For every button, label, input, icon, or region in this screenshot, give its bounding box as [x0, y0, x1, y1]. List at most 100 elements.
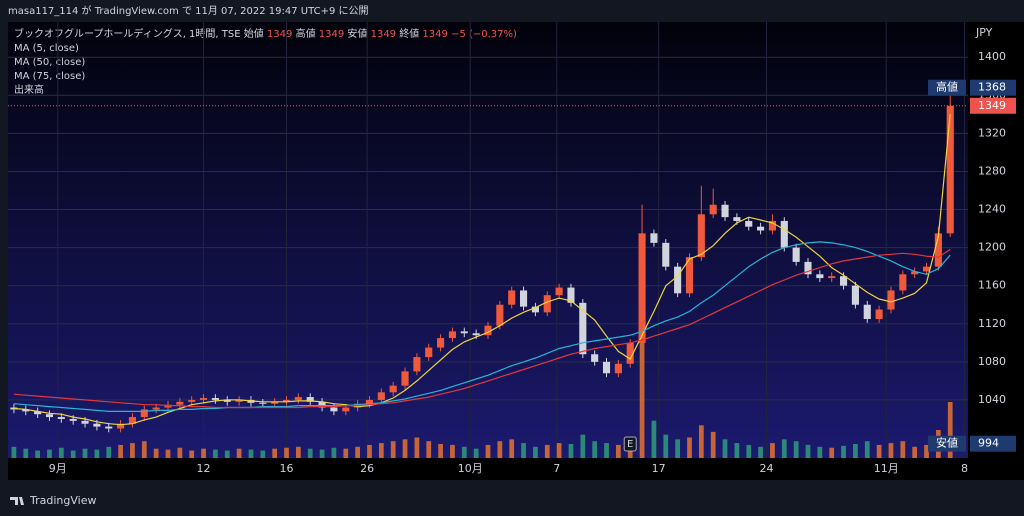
candle-body	[235, 399, 243, 402]
candle-body	[745, 220, 753, 227]
candle-body	[875, 309, 883, 320]
candle-body	[757, 226, 765, 231]
legend-item: 1349	[267, 29, 292, 40]
candle-body	[685, 257, 694, 294]
candle-body	[460, 331, 468, 334]
volume-bar	[509, 439, 515, 458]
volume-bar	[556, 443, 562, 458]
candle-body	[294, 397, 302, 400]
x-tick-label: 11月	[874, 462, 899, 475]
volume-bar	[687, 437, 692, 458]
legend-entry: MA (50, close)	[14, 57, 85, 68]
candle-body	[911, 271, 919, 275]
top-bar	[0, 0, 1024, 22]
candle-body	[780, 220, 788, 248]
volume-bar	[70, 450, 76, 458]
candle-body	[306, 397, 314, 402]
volume-bar	[604, 443, 609, 458]
candle-body	[626, 342, 634, 364]
ma-line	[13, 241, 951, 412]
legend-item: −5 (−0.37%)	[451, 29, 517, 40]
volume-bar	[378, 443, 384, 458]
volume-bar	[141, 441, 147, 458]
candle-body	[733, 217, 741, 221]
candle-body	[45, 414, 54, 418]
volume-bar	[11, 446, 17, 458]
legend-item: 1349	[371, 29, 396, 40]
volume-bar	[485, 444, 491, 458]
volume-bar	[473, 448, 479, 458]
legend-entry: MA (5, close)	[14, 43, 79, 54]
volume-bar	[319, 449, 325, 458]
volume-bar	[94, 449, 100, 458]
candle-body	[57, 417, 65, 419]
volume-bar	[710, 431, 716, 458]
candle-body	[271, 401, 279, 404]
y-tick-label: 1160	[978, 279, 1006, 292]
volume-bar	[343, 448, 349, 458]
logo: TradingView	[29, 494, 96, 507]
volume-bar	[533, 446, 538, 458]
candle-body	[520, 290, 528, 307]
candle-body	[591, 354, 599, 362]
candle-body	[105, 426, 113, 429]
volume-bar	[438, 444, 443, 458]
volume-bar	[746, 444, 752, 458]
candle-body	[318, 401, 326, 408]
volume-bar	[829, 447, 835, 458]
volume-bar	[23, 448, 29, 458]
volume-bar	[900, 441, 906, 458]
low-tag-label-box	[928, 435, 966, 452]
volume-bar	[912, 446, 918, 458]
volume-bar	[35, 450, 40, 458]
volume-bar	[924, 444, 929, 458]
low-tag-label: 安値	[936, 436, 958, 450]
volume-bar	[770, 443, 775, 458]
candle-body	[922, 266, 931, 272]
candle-body	[840, 276, 848, 286]
volume-bar	[651, 420, 657, 458]
candle-body	[543, 295, 551, 313]
volume-bar	[580, 434, 586, 458]
ma-line	[13, 248, 951, 409]
legend-item: 安値	[347, 27, 367, 40]
candle-body	[200, 398, 208, 400]
candle-body	[899, 274, 907, 291]
volume-bar	[639, 336, 645, 458]
volume-bar	[426, 441, 432, 458]
y-tick-label: 1400	[978, 50, 1006, 63]
volume-bar	[888, 443, 894, 458]
y-tick-label: 1240	[978, 203, 1006, 216]
candle-body	[128, 417, 136, 424]
high-tag-box	[970, 79, 1016, 96]
legend-item: 始値	[244, 27, 264, 40]
volume-bar	[663, 434, 669, 458]
volume-bar	[224, 450, 230, 458]
volume-bar	[675, 439, 680, 458]
candle-body	[211, 398, 219, 400]
volume-bar	[367, 444, 372, 458]
legend-entry: 出来高	[14, 83, 44, 96]
candle-body	[508, 290, 516, 305]
legend-item: 終値	[399, 27, 419, 40]
candle-body	[484, 325, 492, 336]
last-price-tag: 1349	[978, 99, 1006, 112]
y-tick-label: 1120	[978, 317, 1006, 330]
candle-body	[117, 423, 125, 429]
volume-bar	[272, 448, 278, 458]
y-tick-label: 1320	[978, 126, 1006, 139]
candle-body	[140, 409, 148, 418]
volume-bar	[758, 446, 763, 458]
volume-bar	[165, 449, 171, 458]
volume-bar	[497, 441, 503, 458]
volume-bar	[817, 446, 823, 458]
x-tick-label: 24	[760, 462, 774, 475]
candle-body	[567, 287, 575, 303]
volume-bar	[106, 446, 112, 458]
candle-body	[259, 402, 267, 404]
legend-item: 1349	[422, 29, 447, 40]
volume-bar	[841, 445, 846, 458]
candle-body	[176, 401, 184, 405]
volume-bar	[698, 425, 704, 458]
legend-item: 高値	[296, 27, 316, 40]
